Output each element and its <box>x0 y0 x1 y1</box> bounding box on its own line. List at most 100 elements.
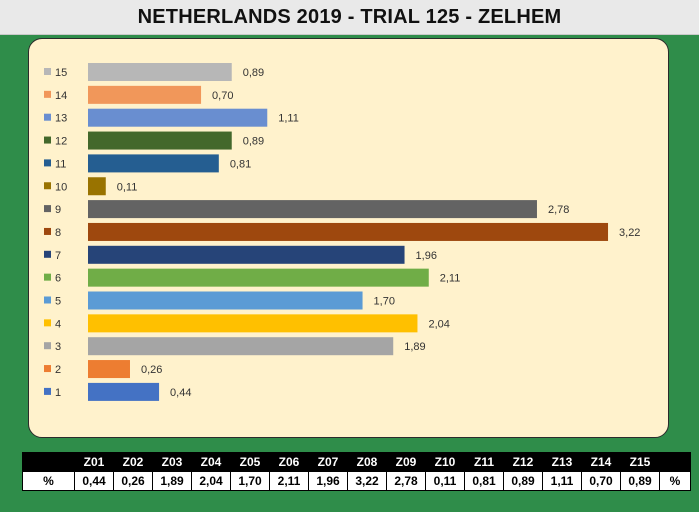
table-value-z09: 2,78 <box>386 471 426 491</box>
table-header-z14: Z14 <box>581 452 621 472</box>
table-value-z05: 1,70 <box>230 471 270 491</box>
bar-8 <box>88 222 609 241</box>
value-label-1: 0,44 <box>170 387 191 399</box>
value-label-3: 1,89 <box>404 341 425 353</box>
table-row-end-label: % <box>659 471 691 491</box>
value-label-13: 1,11 <box>278 113 299 125</box>
table-value-z08: 3,22 <box>347 471 387 491</box>
value-label-2: 0,26 <box>141 364 162 376</box>
plot-area: 1 0,44 2 0,26 3 1,89 4 2,04 5 1,70 6 2,11 7 1,96 8 3,22… <box>28 38 669 438</box>
table-header-z08: Z08 <box>347 452 387 472</box>
category-label-12: 12 <box>55 136 67 148</box>
category-swatch-2 <box>44 365 51 373</box>
bar-10 <box>88 177 106 196</box>
category-label-3: 3 <box>55 341 61 353</box>
table-value-z11: 0,81 <box>464 471 504 491</box>
bar-1 <box>88 382 160 401</box>
table-header-z06: Z06 <box>269 452 309 472</box>
category-label-9: 9 <box>55 204 61 216</box>
bar-11 <box>88 154 219 173</box>
category-label-15: 15 <box>55 67 67 79</box>
table-value-z07: 1,96 <box>308 471 348 491</box>
value-label-8: 3,22 <box>619 227 640 239</box>
bar-12 <box>88 131 232 150</box>
table-value-z14: 0,70 <box>581 471 621 491</box>
table-header-row: Z01 Z02 Z03 Z04 Z05 Z06 Z07 Z08 Z09 Z10 Z11 Z12 Z13 Z… <box>22 452 691 472</box>
table-value-z15: 0,89 <box>620 471 660 491</box>
value-label-12: 0,89 <box>243 136 264 148</box>
table-header-z11: Z11 <box>464 452 504 472</box>
table-value-z02: 0,26 <box>113 471 153 491</box>
category-swatch-3 <box>44 342 51 350</box>
table-value-z06: 2,11 <box>269 471 309 491</box>
table-value-z10: 0,11 <box>425 471 465 491</box>
bar-9 <box>88 200 537 219</box>
category-label-5: 5 <box>55 296 61 308</box>
value-label-15: 0,89 <box>243 67 264 79</box>
table-header-z10: Z10 <box>425 452 465 472</box>
category-swatch-8 <box>44 227 51 235</box>
value-label-10: 0,11 <box>117 181 138 193</box>
category-swatch-6 <box>44 273 51 281</box>
bar-15 <box>88 63 232 81</box>
table-header-z05: Z05 <box>230 452 270 472</box>
category-label-4: 4 <box>55 318 61 330</box>
value-label-4: 2,04 <box>428 318 449 330</box>
category-label-10: 10 <box>55 181 67 193</box>
table-value-z03: 1,89 <box>152 471 192 491</box>
category-label-11: 11 <box>55 158 66 170</box>
value-label-9: 2,78 <box>548 204 569 216</box>
category-label-14: 14 <box>55 90 67 102</box>
category-swatch-14 <box>44 90 51 98</box>
category-swatch-7 <box>44 250 51 258</box>
bar-13 <box>88 108 268 127</box>
category-swatch-1 <box>44 387 51 395</box>
category-swatch-4 <box>44 319 51 327</box>
table-value-z13: 1,11 <box>542 471 582 491</box>
table-header-z15: Z15 <box>620 452 660 472</box>
category-label-7: 7 <box>55 250 61 262</box>
category-swatch-9 <box>44 205 51 213</box>
table-header-z04: Z04 <box>191 452 231 472</box>
category-label-8: 8 <box>55 227 61 239</box>
chart-title: NETHERLANDS 2019 - TRIAL 125 - ZELHEM <box>137 5 562 28</box>
title-bar: NETHERLANDS 2019 - TRIAL 125 - ZELHEM <box>0 0 699 35</box>
value-label-5: 1,70 <box>374 296 395 308</box>
bar-6 <box>88 268 429 287</box>
bar-14 <box>88 85 202 104</box>
category-label-1: 1 <box>55 387 61 399</box>
data-table: Z01 Z02 Z03 Z04 Z05 Z06 Z07 Z08 Z09 Z10 Z11 Z12 Z13 Z… <box>22 452 691 491</box>
category-swatch-10 <box>44 182 51 190</box>
table-header-z07: Z07 <box>308 452 348 472</box>
category-label-2: 2 <box>55 364 61 376</box>
category-swatch-15 <box>44 68 51 75</box>
table-value-z01: 0,44 <box>74 471 114 491</box>
bar-4 <box>88 314 418 333</box>
category-swatch-13 <box>44 113 51 121</box>
table-header-z01: Z01 <box>74 452 114 472</box>
category-swatch-12 <box>44 136 51 144</box>
category-label-6: 6 <box>55 273 61 285</box>
value-label-14: 0,70 <box>212 90 233 102</box>
value-label-7: 1,96 <box>416 250 437 262</box>
bar-5 <box>88 291 363 310</box>
bar-3 <box>88 337 394 356</box>
value-label-11: 0,81 <box>230 158 251 170</box>
table-row-label: % <box>22 471 75 491</box>
table-value-row: % 0,44 0,26 1,89 2,04 1,70 2,11 1,96 3,22 2,78 0,1… <box>22 471 691 491</box>
table-corner-cell-end <box>659 452 691 472</box>
value-label-6: 2,11 <box>440 273 461 285</box>
table-header-z12: Z12 <box>503 452 543 472</box>
table-value-z12: 0,89 <box>503 471 543 491</box>
table-header-z03: Z03 <box>152 452 192 472</box>
bar-7 <box>88 245 405 264</box>
category-label-13: 13 <box>55 113 67 125</box>
table-header-z02: Z02 <box>113 452 153 472</box>
category-swatch-5 <box>44 296 51 304</box>
table-value-z04: 2,04 <box>191 471 231 491</box>
table-header-z09: Z09 <box>386 452 426 472</box>
table-corner-cell <box>22 452 75 472</box>
category-swatch-11 <box>44 159 51 167</box>
bar-chart: 1 0,44 2 0,26 3 1,89 4 2,04 5 1,70 6 2,11 7 1,96 8 3,22… <box>44 63 640 401</box>
bar-2 <box>88 360 130 379</box>
